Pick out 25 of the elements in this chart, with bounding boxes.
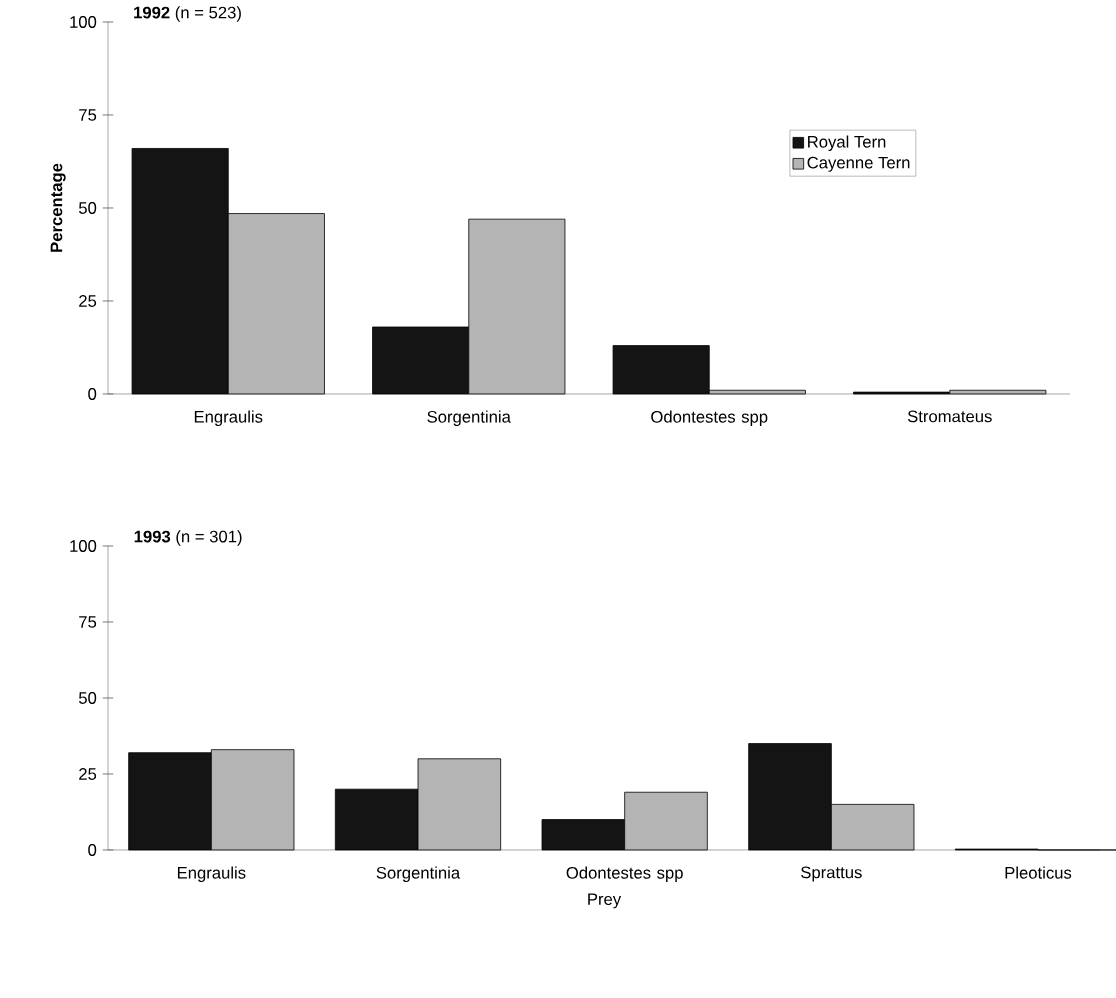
x-tick-label: Stromateus: [907, 410, 992, 423]
y-tick-label: 100: [70, 16, 97, 28]
chart-title: 1993 (n = 301): [134, 530, 242, 546]
x-tick-label: Pleoticus: [1005, 866, 1072, 879]
y-axis-title: Percentage: [50, 163, 66, 252]
x-axis-title: Prey: [588, 893, 622, 909]
x-tick-label: Odontestes spp: [651, 410, 768, 426]
y-tick-label: 75: [79, 616, 97, 628]
y-tick-label: 50: [78, 202, 97, 214]
x-tick-label: Odontestes spp: [566, 866, 683, 882]
legend-label: Royal Tern: [808, 135, 886, 151]
y-tick-label: 0: [88, 388, 97, 400]
legend-label: Cayenne Tern: [807, 156, 910, 172]
x-tick-label: Engraulis: [177, 866, 246, 882]
x-tick-label: Sprattus: [801, 866, 862, 882]
y-tick-label: 25: [79, 768, 97, 780]
y-tick-label: 100: [70, 540, 97, 552]
y-tick-label: 25: [79, 295, 97, 307]
x-tick-label: Sorgentinia: [376, 866, 461, 882]
x-tick-label: Sorgentinia: [427, 410, 511, 426]
chart-title: 1992 (n = 523): [134, 6, 241, 22]
y-tick-label: 50: [78, 692, 97, 704]
x-tick-label: Engraulis: [194, 410, 263, 426]
y-tick-label: 0: [88, 844, 97, 856]
y-tick-label: 75: [79, 109, 97, 121]
